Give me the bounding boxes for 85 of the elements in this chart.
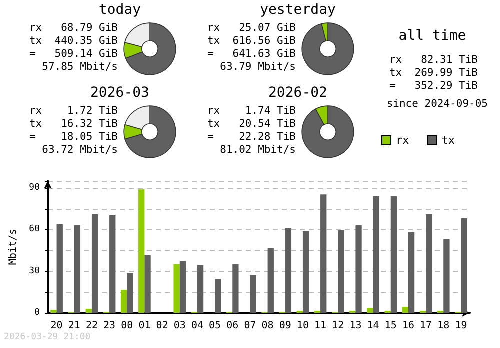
x-tick-label: 16	[402, 320, 414, 332]
bar	[56, 224, 63, 313]
text: tx 440.35 GiB	[29, 35, 118, 47]
x-tick-label: 18	[438, 320, 450, 332]
bar	[138, 190, 145, 313]
text: rx 25.07 GiB	[207, 22, 296, 34]
bar	[426, 214, 432, 313]
chart-title: today	[98, 2, 142, 18]
bar	[408, 232, 415, 313]
text: rx 1.74 TiB	[207, 105, 296, 117]
text: = 641.63 GiB	[207, 48, 296, 60]
text: rx 1.72 TiB	[29, 105, 118, 117]
x-tick-label: 15	[384, 320, 397, 332]
x-tick-label: 20	[50, 320, 63, 332]
x-tick-label: 02	[156, 320, 168, 332]
bar	[367, 308, 374, 313]
bar	[390, 196, 398, 313]
text: 57.85 Mbit/s	[42, 61, 118, 73]
bar	[50, 310, 57, 313]
text: rx 68.79 GiB	[29, 22, 118, 34]
bar	[285, 228, 292, 313]
bar	[373, 196, 380, 313]
text: = 352.29 TiB	[389, 80, 478, 92]
chart-title: 2026-02	[267, 85, 328, 101]
bar	[232, 264, 239, 313]
x-tick-label: 03	[174, 320, 186, 332]
y-tick-label: 60	[29, 224, 40, 235]
text: tx 16.32 TiB	[29, 118, 118, 130]
text: tx 269.99 TiB	[389, 67, 478, 79]
bar	[444, 239, 450, 313]
bar	[74, 225, 81, 313]
x-tick-label: 10	[296, 320, 309, 332]
text: since 2024-09-05	[386, 98, 488, 111]
bar	[110, 215, 116, 313]
text: rx 82.31 TiB	[389, 54, 478, 66]
bar	[120, 290, 128, 313]
text: all time	[398, 28, 468, 44]
x-tick-label: 13	[350, 320, 362, 332]
bar	[268, 248, 274, 313]
text: = 22.28 TiB	[207, 131, 296, 143]
bar	[174, 264, 180, 313]
x-tick-label: 22	[86, 320, 98, 332]
chart-title: yesterday	[259, 2, 337, 18]
bar	[320, 194, 327, 313]
x-tick-label: 07	[244, 320, 256, 332]
text: tx 20.54 TiB	[207, 118, 296, 130]
legend-label: rx	[396, 134, 410, 147]
x-tick-label: 06	[226, 320, 239, 332]
bar	[250, 275, 256, 313]
bar	[180, 261, 186, 313]
chart-title: 2026-03	[89, 85, 150, 101]
legend-label: tx	[442, 134, 456, 147]
y-tick-label: 90	[29, 182, 40, 193]
x-tick-label: 23	[104, 320, 116, 332]
x-tick-label: 21	[68, 320, 80, 332]
x-tick-label: 14	[367, 320, 380, 332]
x-tick-label: 12	[332, 320, 344, 332]
x-tick-label: 05	[209, 320, 222, 332]
y-tick-label: 30	[29, 266, 40, 276]
text: = 18.05 TiB	[29, 131, 118, 143]
x-tick-label: 01	[138, 320, 151, 332]
y-tick-label: 0	[34, 308, 40, 318]
bar	[86, 308, 92, 313]
text: tx 616.56 GiB	[207, 35, 296, 47]
text: = 509.14 GiB	[29, 48, 118, 60]
x-tick-label: 00	[121, 320, 134, 332]
bar	[144, 255, 151, 313]
bar	[127, 273, 134, 313]
bar	[338, 230, 344, 313]
x-tick-label: 08	[262, 320, 274, 332]
text: 63.72 Mbit/s	[42, 144, 118, 156]
x-tick-label: 19	[455, 320, 468, 332]
x-tick-label: 04	[191, 320, 204, 332]
bar	[402, 307, 408, 313]
y-axis-title: Mbit/s	[8, 228, 19, 266]
bar	[302, 231, 310, 313]
bar	[356, 225, 362, 313]
bar	[197, 265, 204, 313]
text: 81.02 Mbit/s	[220, 144, 296, 156]
x-tick-label: 17	[420, 320, 432, 332]
x-tick-label: 11	[314, 320, 327, 332]
text: 63.79 Mbit/s	[220, 61, 296, 73]
x-tick-label: 09	[279, 320, 292, 332]
bar	[92, 214, 98, 313]
bar	[215, 279, 222, 313]
